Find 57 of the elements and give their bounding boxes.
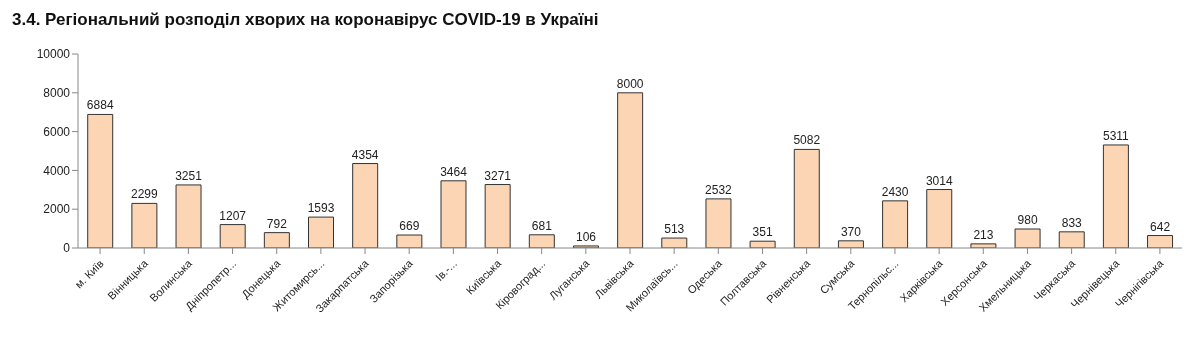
data-label: 833 (1061, 215, 1083, 230)
data-label: 3271 (484, 168, 512, 183)
data-label: 6884 (86, 98, 114, 113)
bar (484, 184, 511, 248)
bar (1102, 144, 1129, 248)
x-tick-label: Ів.-... (433, 257, 460, 284)
bar (705, 198, 732, 248)
y-tick-label: 10000 (36, 47, 71, 62)
bar (926, 189, 953, 248)
data-label: 681 (531, 218, 553, 233)
bar (1147, 235, 1174, 248)
data-label: 3014 (925, 173, 953, 188)
bar (882, 200, 909, 248)
bar (396, 234, 423, 248)
data-label: 213 (973, 227, 994, 242)
data-label: 106 (575, 229, 597, 244)
data-label: 1207 (219, 208, 247, 223)
bar (263, 232, 290, 248)
y-tick-label: 0 (63, 241, 71, 256)
y-tick-label: 8000 (43, 86, 71, 101)
bar (352, 163, 379, 248)
bar (528, 234, 555, 248)
data-label: 8000 (616, 76, 644, 91)
data-label: 980 (1017, 212, 1038, 227)
data-label: 2532 (705, 182, 733, 197)
y-tick-label: 4000 (43, 163, 71, 178)
bar (793, 148, 820, 248)
bar (175, 184, 202, 248)
y-tick-label: 2000 (43, 202, 71, 217)
bar (970, 243, 997, 248)
bar (1014, 228, 1041, 248)
bar (661, 237, 688, 248)
bar (837, 240, 864, 248)
data-label: 3464 (440, 164, 468, 179)
data-label: 669 (399, 219, 420, 234)
data-label: 513 (664, 222, 685, 237)
bar (219, 224, 246, 248)
data-label: 642 (1150, 219, 1171, 234)
bar (308, 216, 335, 248)
y-tick-label: 6000 (43, 124, 71, 139)
data-label: 351 (752, 225, 773, 240)
bar (1058, 231, 1085, 248)
data-label: 3251 (175, 168, 203, 183)
data-label: 792 (266, 216, 288, 231)
x-tick-label: м. Київ (72, 257, 106, 291)
chart-title: 3.4. Регіональний розподіл хворих на коронавірус COVID-19 в Україні (11, 9, 600, 31)
data-label: 2299 (131, 187, 159, 202)
data-label: 4354 (351, 147, 379, 162)
bar (131, 202, 158, 248)
data-label: 370 (840, 224, 862, 239)
data-label: 5311 (1102, 128, 1130, 143)
bar (617, 92, 644, 248)
data-label: 2430 (881, 184, 909, 199)
bar (87, 113, 114, 248)
data-label: 5082 (793, 133, 821, 148)
bar (440, 180, 467, 248)
data-label: 1593 (307, 201, 335, 216)
